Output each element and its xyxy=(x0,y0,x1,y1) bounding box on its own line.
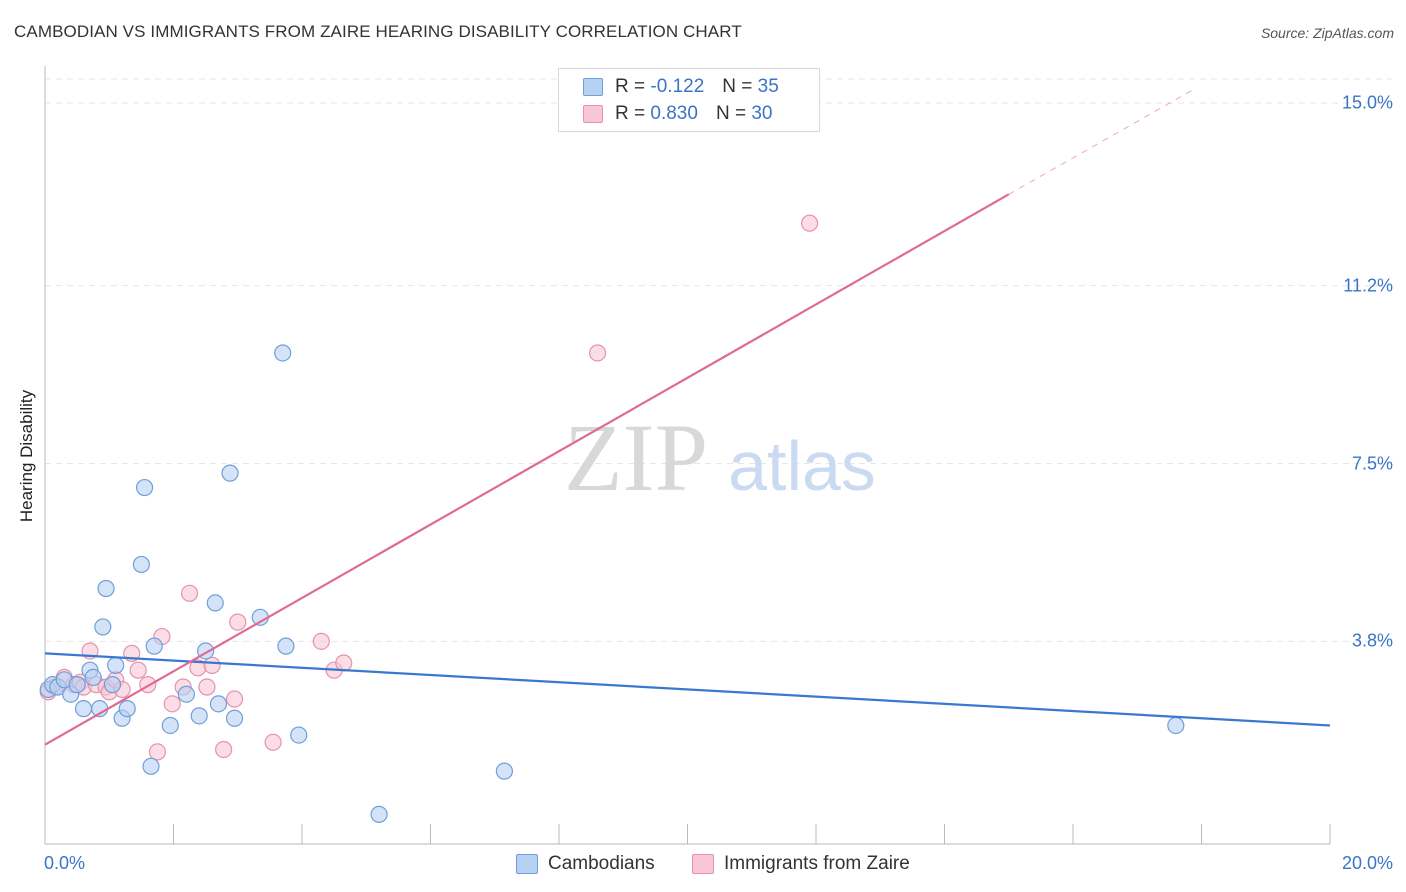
cambodian-point xyxy=(103,676,122,694)
trend-lines xyxy=(44,88,1331,746)
stats-legend: R = -0.122 N = 35 R = 0.830 N = 30 xyxy=(558,68,820,132)
zaire-point xyxy=(264,733,282,751)
y-tick-label: 15.0% xyxy=(1341,92,1393,113)
zaire-point xyxy=(215,740,233,759)
bottom-legend-swatch-zaire xyxy=(692,854,714,874)
bottom-legend-cambodian: Cambodians xyxy=(516,851,655,877)
series-cambodian-points xyxy=(39,344,1185,823)
cambodian-point xyxy=(209,695,228,713)
trend-line-zaire xyxy=(44,193,1010,746)
source-credit: Source: ZipAtlas.com xyxy=(1260,25,1394,41)
legend-n-value: 35 xyxy=(757,76,779,97)
cambodian-point xyxy=(277,637,295,655)
zaire-point xyxy=(203,656,221,674)
zaire-point xyxy=(180,584,199,602)
cambodian-point xyxy=(274,344,292,362)
trend-line-cambodian xyxy=(44,652,1331,727)
legend-r-value: 0.830 xyxy=(650,103,698,124)
y-axis-label: Hearing Disability xyxy=(17,389,36,523)
cambodian-point xyxy=(132,555,150,574)
zaire-point xyxy=(229,613,247,631)
cambodian-point xyxy=(290,726,308,744)
cambodian-point xyxy=(190,707,208,725)
cambodian-point xyxy=(142,757,160,775)
cambodian-point xyxy=(370,805,388,823)
zaire-point xyxy=(148,743,167,761)
cambodian-point xyxy=(206,594,224,612)
x-tick-label: 20.0% xyxy=(1341,853,1393,873)
bottom-legend-label-zaire: Immigrants from Zaire xyxy=(724,853,910,874)
zaire-point xyxy=(800,214,819,232)
legend-r-label: R = xyxy=(615,76,646,97)
legend-n-label: N = xyxy=(715,103,747,124)
legend-n-value: 30 xyxy=(751,103,773,124)
cambodian-point xyxy=(495,762,513,780)
cambodian-point xyxy=(1167,716,1185,735)
chart-title: CAMBODIAN VS IMMIGRANTS FROM ZAIRE HEARI… xyxy=(14,22,742,41)
zaire-point xyxy=(312,632,330,650)
zaire-point xyxy=(198,678,216,696)
cambodian-point xyxy=(177,685,195,703)
bottom-legend-label-cambodian: Cambodians xyxy=(548,853,655,874)
legend-swatch-cambodian xyxy=(583,78,603,96)
cambodian-point xyxy=(107,656,125,674)
zaire-point xyxy=(588,344,607,362)
cambodian-point xyxy=(118,700,136,718)
y-tick-label: 11.2% xyxy=(1343,275,1393,296)
zaire-point xyxy=(163,695,181,713)
y-tick-label: 3.8% xyxy=(1351,630,1393,651)
bottom-legend-zaire: Immigrants from Zaire xyxy=(692,851,910,877)
zaire-point xyxy=(335,654,353,672)
cambodian-point xyxy=(225,709,244,727)
trend-line-zaire-extension xyxy=(1008,88,1196,195)
legend-row-cambodian: R = -0.122 N = 35 xyxy=(583,75,779,99)
legend-swatch-zaire xyxy=(583,105,603,123)
bottom-legend-swatch-cambodian xyxy=(516,854,538,874)
legend-row-zaire: R = 0.830 N = 30 xyxy=(583,102,772,126)
cambodian-point xyxy=(84,668,102,687)
watermark-zip: ZIP xyxy=(564,404,708,511)
watermark: ZIP atlas xyxy=(564,404,876,511)
legend-n-label: N = xyxy=(722,76,753,97)
axis-layer xyxy=(44,66,1331,845)
zaire-point xyxy=(225,690,244,708)
x-tick-label: 0.0% xyxy=(44,853,86,873)
cambodian-point xyxy=(145,637,163,655)
cambodian-point xyxy=(97,579,115,598)
cambodian-point xyxy=(221,464,239,482)
cambodian-point xyxy=(94,618,112,636)
legend-r-label: R = xyxy=(615,103,646,124)
y-tick-label: 7.5% xyxy=(1351,453,1393,474)
cambodian-point xyxy=(135,478,154,497)
legend-r-value: -0.122 xyxy=(650,76,705,97)
cambodian-point xyxy=(74,700,93,718)
watermark-atlas: atlas xyxy=(728,427,876,505)
cambodian-point xyxy=(161,716,179,735)
zaire-point xyxy=(129,661,147,679)
cambodian-point xyxy=(68,676,86,694)
